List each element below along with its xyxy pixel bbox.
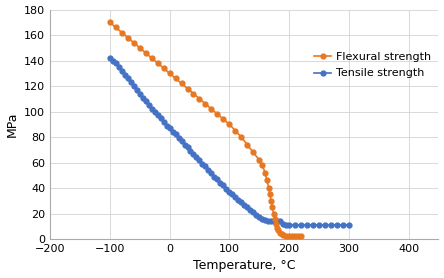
Flexural strength bbox=[161, 66, 166, 70]
Flexural strength bbox=[273, 222, 278, 225]
Flexural strength bbox=[167, 72, 172, 75]
Tensile strength bbox=[283, 223, 289, 227]
Tensile strength bbox=[328, 223, 333, 227]
Flexural strength bbox=[286, 235, 292, 238]
Flexural strength bbox=[107, 21, 112, 24]
Flexural strength bbox=[125, 36, 131, 39]
Flexural strength bbox=[119, 31, 124, 34]
Tensile strength bbox=[266, 220, 271, 223]
Line: Tensile strength: Tensile strength bbox=[107, 56, 351, 227]
Flexural strength bbox=[271, 212, 276, 215]
Flexural strength bbox=[278, 231, 283, 234]
Flexural strength bbox=[257, 158, 262, 162]
Flexural strength bbox=[272, 217, 278, 220]
Flexural strength bbox=[191, 92, 196, 95]
Tensile strength bbox=[107, 56, 112, 60]
Flexural strength bbox=[203, 102, 208, 106]
Flexural strength bbox=[155, 61, 160, 65]
Tensile strength bbox=[209, 171, 214, 174]
Flexural strength bbox=[260, 163, 265, 167]
Y-axis label: MPa: MPa bbox=[6, 111, 19, 137]
Flexural strength bbox=[215, 112, 220, 116]
Flexural strength bbox=[279, 232, 285, 235]
Flexural strength bbox=[179, 82, 184, 85]
Flexural strength bbox=[262, 171, 268, 174]
Flexural strength bbox=[293, 235, 298, 238]
Flexural strength bbox=[197, 97, 202, 100]
Tensile strength bbox=[233, 195, 238, 198]
Flexural strength bbox=[131, 41, 136, 44]
Flexural strength bbox=[221, 118, 226, 121]
Tensile strength bbox=[167, 126, 172, 130]
Legend: Flexural strength, Tensile strength: Flexural strength, Tensile strength bbox=[312, 49, 433, 81]
X-axis label: Temperature, °C: Temperature, °C bbox=[193, 259, 296, 272]
Flexural strength bbox=[113, 26, 119, 29]
Flexural strength bbox=[269, 199, 274, 202]
Flexural strength bbox=[283, 235, 289, 238]
Line: Flexural strength: Flexural strength bbox=[107, 20, 303, 239]
Flexural strength bbox=[276, 229, 281, 232]
Flexural strength bbox=[137, 46, 143, 49]
Flexural strength bbox=[143, 51, 148, 54]
Flexural strength bbox=[298, 235, 304, 238]
Flexural strength bbox=[233, 129, 238, 132]
Flexural strength bbox=[289, 235, 295, 238]
Flexural strength bbox=[295, 235, 301, 238]
Tensile strength bbox=[346, 223, 352, 227]
Flexural strength bbox=[238, 135, 244, 139]
Flexural strength bbox=[267, 193, 273, 196]
Flexural strength bbox=[149, 56, 155, 60]
Flexural strength bbox=[274, 226, 280, 229]
Flexural strength bbox=[173, 77, 178, 80]
Flexural strength bbox=[281, 234, 286, 237]
Flexural strength bbox=[270, 205, 275, 209]
Tensile strength bbox=[113, 61, 119, 65]
Flexural strength bbox=[266, 186, 271, 190]
Flexural strength bbox=[264, 179, 270, 182]
Flexural strength bbox=[185, 87, 190, 90]
Flexural strength bbox=[227, 123, 232, 126]
Flexural strength bbox=[245, 143, 250, 146]
Flexural strength bbox=[250, 151, 256, 154]
Flexural strength bbox=[209, 107, 214, 111]
